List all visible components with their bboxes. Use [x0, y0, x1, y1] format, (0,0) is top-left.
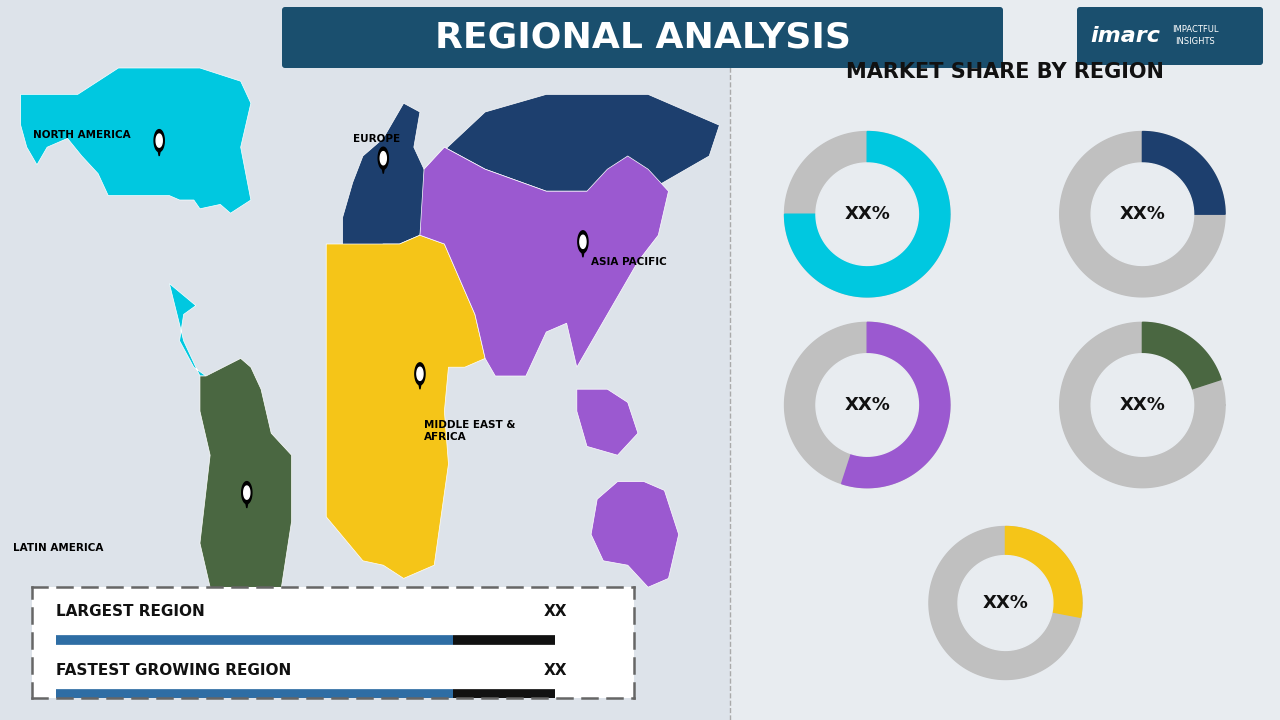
Polygon shape [20, 68, 251, 213]
Text: MARKET SHARE BY REGION: MARKET SHARE BY REGION [846, 62, 1164, 82]
Text: XX: XX [544, 604, 567, 619]
Polygon shape [1006, 526, 1082, 617]
Polygon shape [785, 132, 950, 297]
Text: XX%: XX% [1120, 396, 1165, 414]
Polygon shape [156, 143, 161, 156]
Polygon shape [326, 235, 485, 578]
Polygon shape [1091, 354, 1194, 456]
Polygon shape [154, 130, 164, 152]
Polygon shape [156, 134, 163, 147]
FancyBboxPatch shape [730, 0, 1280, 720]
Polygon shape [1142, 132, 1225, 215]
Polygon shape [380, 152, 387, 165]
Polygon shape [200, 359, 292, 653]
Polygon shape [815, 163, 919, 266]
Polygon shape [580, 235, 586, 248]
Text: MIDDLE EAST &
AFRICA: MIDDLE EAST & AFRICA [424, 420, 516, 441]
Polygon shape [343, 103, 434, 253]
Text: EUROPE: EUROPE [353, 134, 399, 144]
Polygon shape [929, 526, 1082, 680]
Text: LARGEST REGION: LARGEST REGION [56, 604, 205, 619]
Polygon shape [1142, 323, 1221, 390]
Polygon shape [244, 495, 250, 508]
Text: XX%: XX% [1120, 205, 1165, 223]
Text: REGIONAL ANALYSIS: REGIONAL ANALYSIS [435, 21, 851, 55]
Text: ASIA PACIFIC: ASIA PACIFIC [591, 257, 667, 267]
Polygon shape [378, 147, 388, 169]
Text: IMPACTFUL: IMPACTFUL [1171, 24, 1219, 34]
Polygon shape [1091, 163, 1194, 266]
Polygon shape [580, 244, 585, 257]
Text: XX%: XX% [983, 594, 1028, 612]
Text: XX%: XX% [845, 205, 890, 223]
Polygon shape [243, 486, 250, 499]
Polygon shape [424, 94, 719, 192]
Polygon shape [1060, 323, 1225, 487]
Polygon shape [169, 284, 206, 376]
Polygon shape [381, 161, 385, 174]
Polygon shape [815, 354, 919, 456]
Text: XX: XX [544, 663, 567, 678]
Text: XX%: XX% [845, 396, 890, 414]
Polygon shape [417, 376, 422, 390]
Polygon shape [957, 556, 1053, 650]
Text: INSIGHTS: INSIGHTS [1175, 37, 1215, 47]
Polygon shape [415, 363, 425, 384]
Text: LATIN AMERICA: LATIN AMERICA [13, 543, 102, 553]
Polygon shape [577, 231, 588, 253]
Text: NORTH AMERICA: NORTH AMERICA [33, 130, 131, 140]
Polygon shape [417, 367, 422, 380]
FancyBboxPatch shape [1076, 7, 1263, 65]
Polygon shape [842, 323, 950, 487]
Polygon shape [242, 482, 252, 503]
FancyBboxPatch shape [282, 7, 1004, 68]
Polygon shape [420, 147, 668, 376]
Text: FASTEST GROWING REGION: FASTEST GROWING REGION [56, 663, 292, 678]
Polygon shape [591, 482, 678, 588]
Polygon shape [577, 390, 637, 455]
Polygon shape [785, 323, 950, 487]
Polygon shape [1060, 132, 1225, 297]
Text: imarc: imarc [1091, 26, 1160, 46]
Polygon shape [785, 132, 950, 297]
